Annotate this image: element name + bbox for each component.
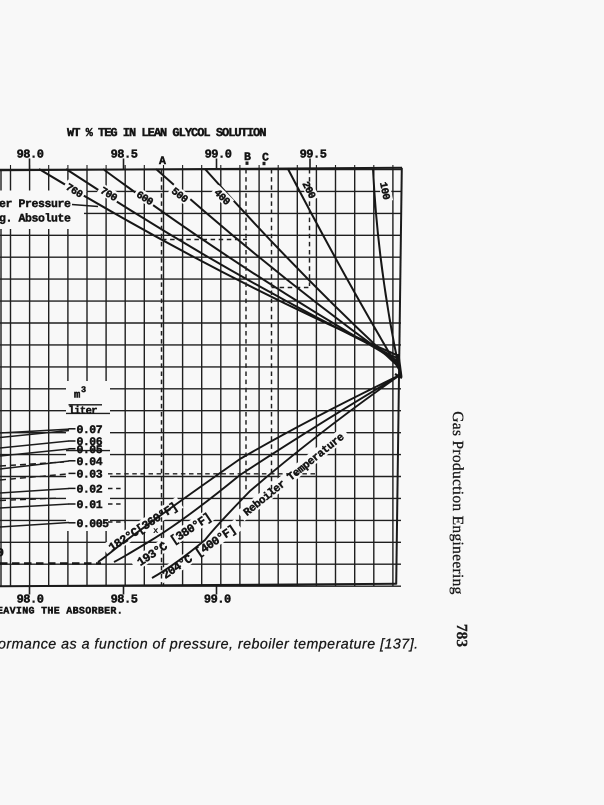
svg-text:0: 0	[0, 547, 4, 560]
svg-text:ormance as a function of press: ormance as a function of pressure, reboi…	[0, 637, 419, 653]
svg-text:m: m	[74, 390, 80, 402]
svg-text:ler Pressure: ler Pressure	[0, 198, 71, 211]
svg-text:liter: liter	[69, 406, 98, 418]
svg-text:C: C	[262, 152, 269, 165]
svg-text:0.06: 0.06	[77, 436, 103, 449]
svg-text:Gas Production Engineering: Gas Production Engineering	[449, 411, 466, 594]
svg-text:0.005: 0.005	[77, 518, 110, 531]
svg-text:100: 100	[376, 181, 391, 201]
svg-text:99.5: 99.5	[300, 148, 327, 162]
svg-text:B: B	[244, 151, 251, 164]
svg-text:3: 3	[81, 385, 86, 395]
svg-text:98.5: 98.5	[111, 593, 138, 607]
svg-text:x: x	[153, 526, 159, 536]
svg-text:0.07: 0.07	[77, 424, 103, 437]
svg-text:783: 783	[453, 624, 470, 648]
svg-text:98.0: 98.0	[17, 593, 44, 607]
svg-text:0.01: 0.01	[77, 499, 103, 512]
svg-text:WT % TEG IN LEAN GLYCOL SOLUTI: WT % TEG IN LEAN GLYCOL SOLUTION	[67, 126, 266, 140]
svg-text:98.5: 98.5	[111, 148, 138, 162]
svg-text:EAVING THE ABSORBER.: EAVING THE ABSORBER.	[0, 607, 123, 618]
svg-text:99.0: 99.0	[204, 593, 231, 607]
svg-text:99.0: 99.0	[205, 148, 232, 162]
svg-text:A: A	[159, 155, 166, 168]
svg-text:0.05: 0.05	[77, 444, 103, 457]
svg-text:0.03: 0.03	[77, 469, 103, 482]
svg-text:g. Absolute: g. Absolute	[0, 213, 71, 226]
svg-text:0.04: 0.04	[77, 456, 103, 469]
svg-text:0.02: 0.02	[77, 484, 103, 497]
svg-text:98.0: 98.0	[17, 148, 44, 162]
